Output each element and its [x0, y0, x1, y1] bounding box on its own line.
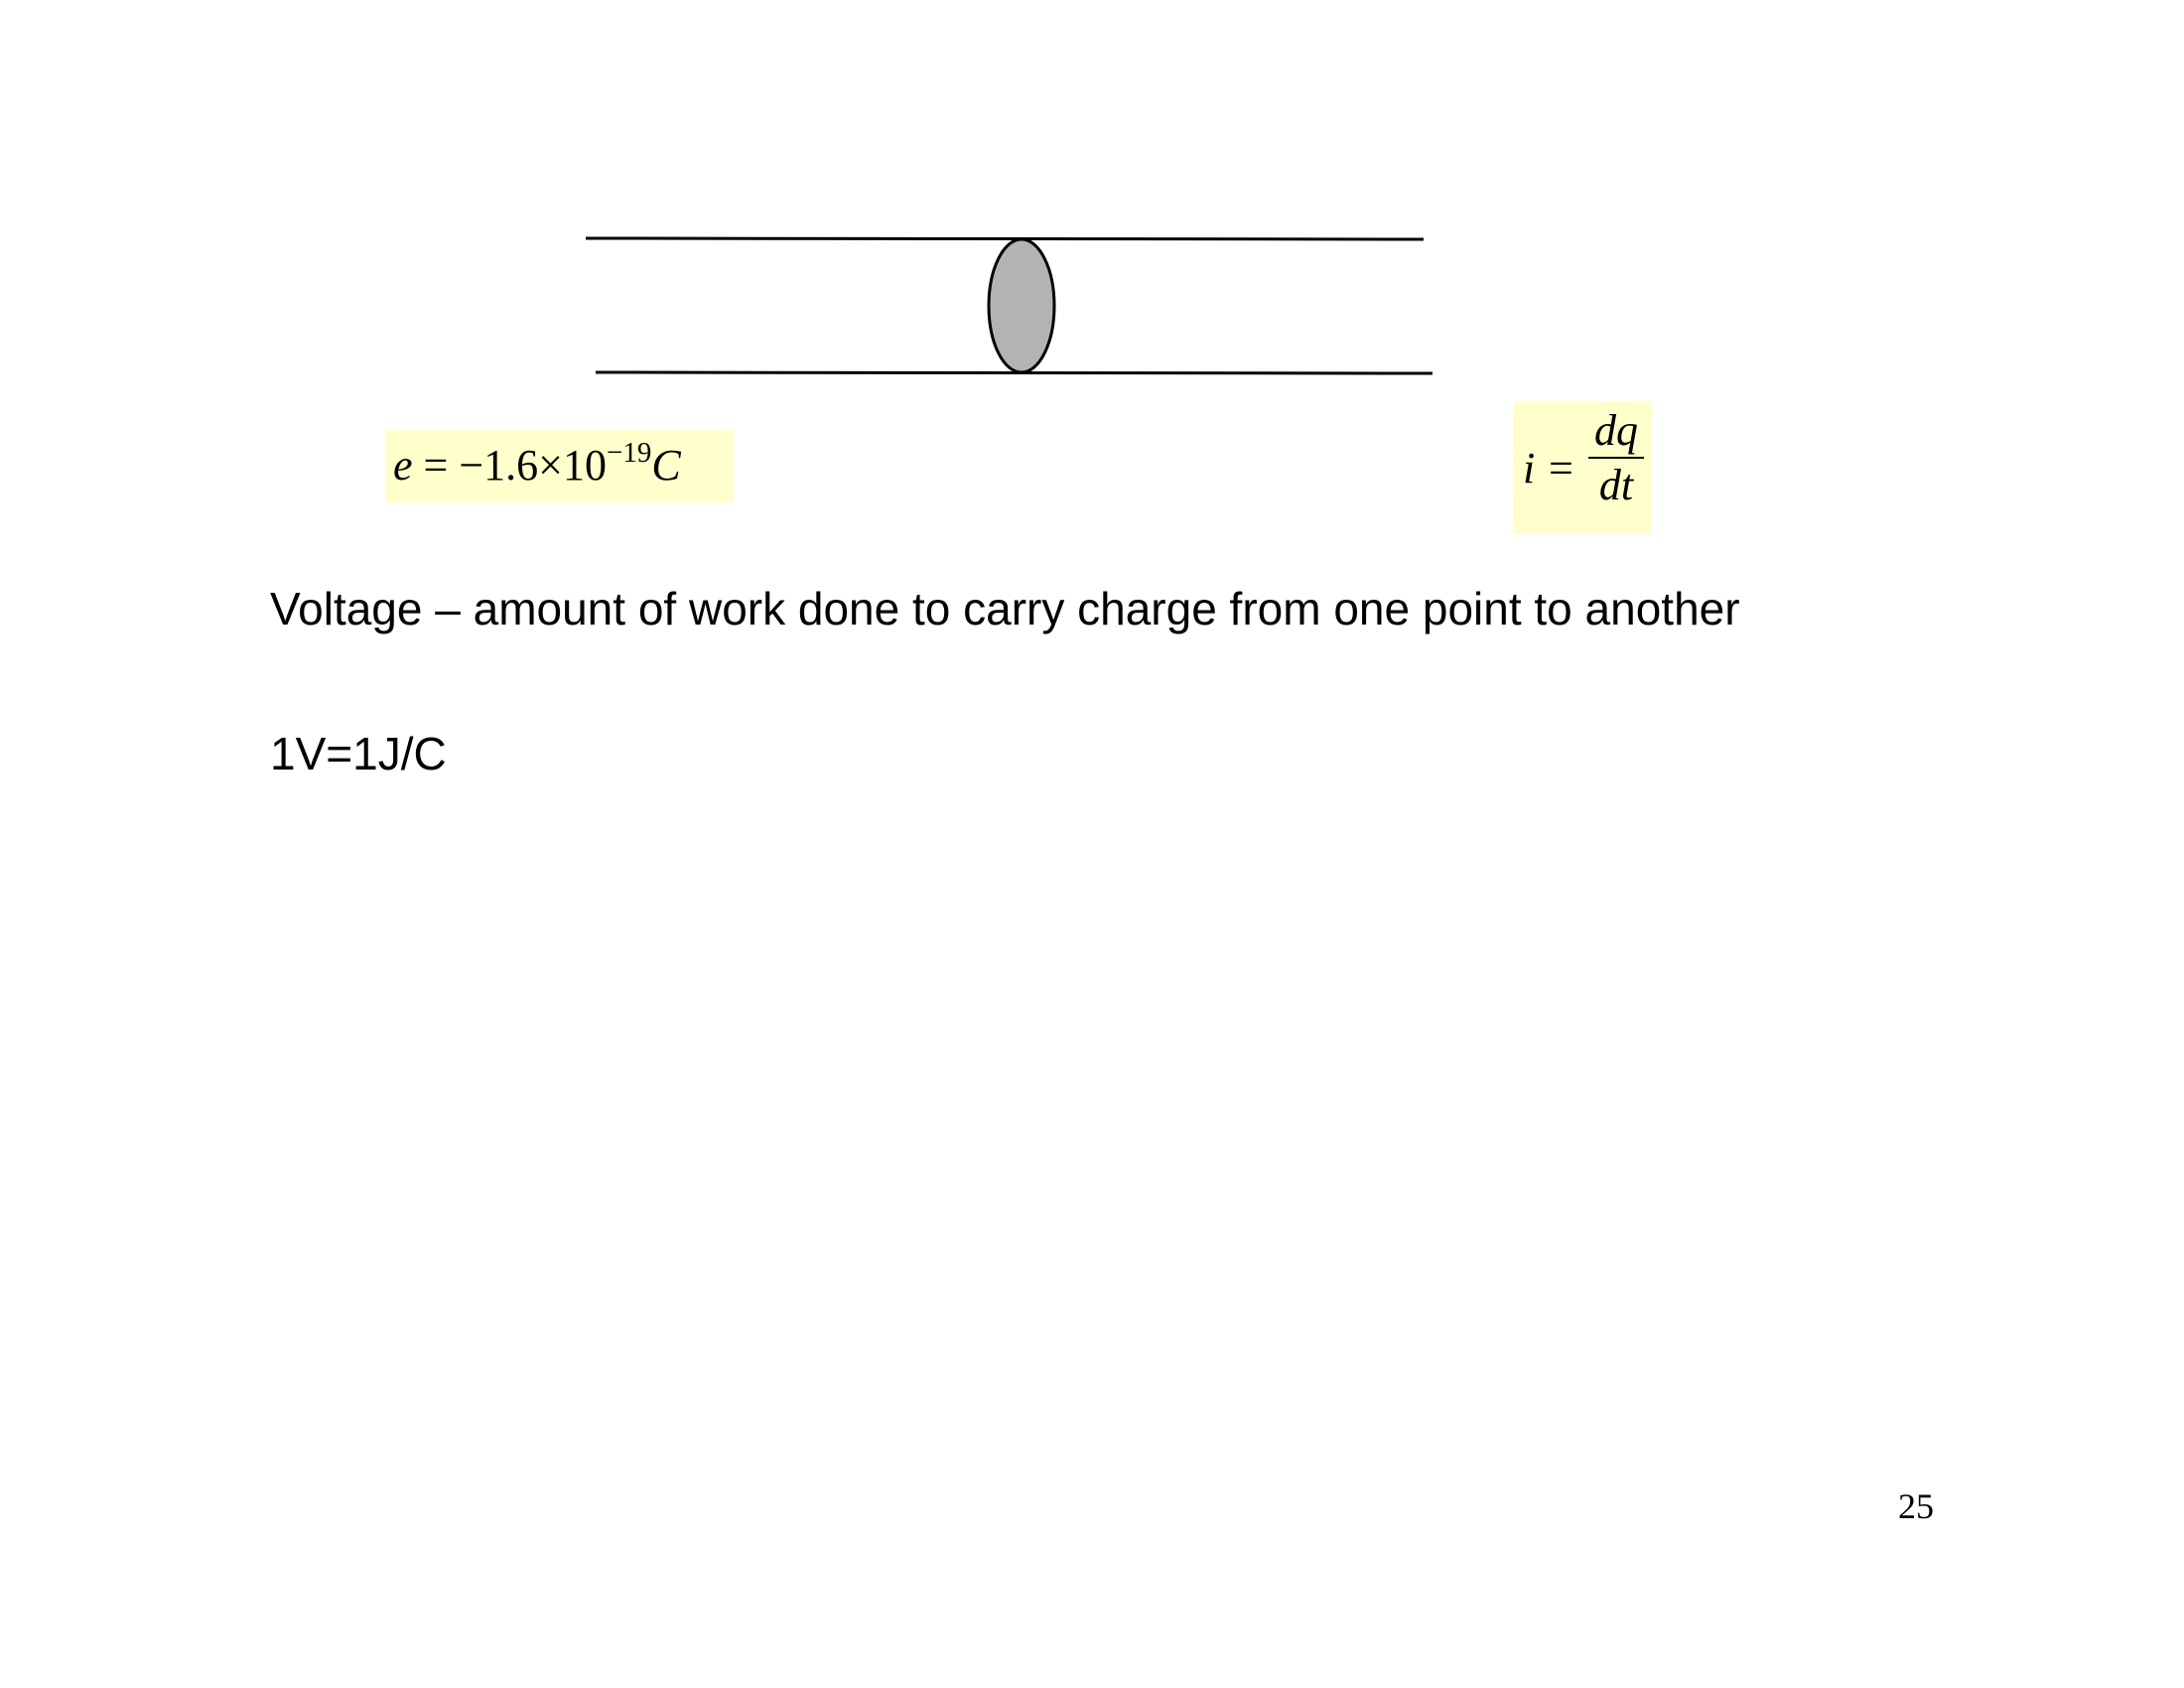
wire-top-edge: [585, 236, 1425, 241]
electron-charge-equation: e = −1.6×10−19C: [385, 429, 734, 502]
page-number: 25: [1898, 1486, 1934, 1526]
charge-exponent: −19: [607, 437, 652, 469]
fraction-denominator: dt: [1598, 461, 1634, 509]
current-symbol: i: [1523, 444, 1536, 492]
fraction-numerator: dq: [1588, 407, 1644, 459]
charge-cross-section: [987, 237, 1056, 374]
charge-unit: C: [651, 441, 681, 490]
voltage-definition: Voltage – amount of work done to carry c…: [270, 583, 1740, 634]
equals-sign: =: [412, 441, 460, 490]
charge-mantissa: −1.6×10: [459, 441, 607, 490]
volt-unit-definition: 1V=1J/C: [270, 728, 447, 779]
charge-symbol: e: [393, 441, 413, 490]
current-equation: i = dq dt: [1513, 401, 1652, 534]
equals-sign: =: [1535, 444, 1575, 492]
derivative-fraction: dq dt: [1588, 407, 1644, 512]
wire-bottom-edge: [595, 370, 1433, 375]
